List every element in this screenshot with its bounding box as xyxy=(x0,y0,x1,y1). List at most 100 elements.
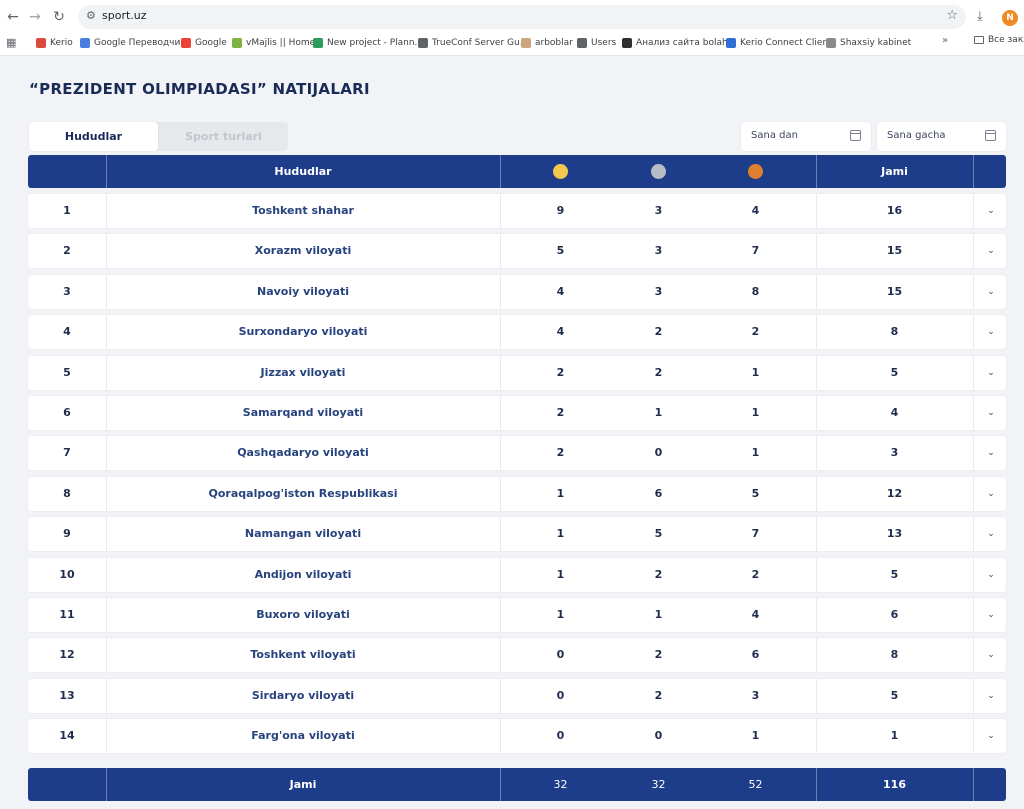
back-icon[interactable]: ← xyxy=(7,9,19,25)
row-divider xyxy=(816,598,817,632)
table-row[interactable]: 5 Jizzax viloyati 2 2 1 5 ⌄ xyxy=(28,356,1006,390)
chevron-down-icon[interactable]: ⌄ xyxy=(987,529,995,539)
table-row[interactable]: 14 Farg'ona viloyati 0 0 1 1 ⌄ xyxy=(28,719,1006,753)
bookmark-label: vMajlis || Home xyxy=(246,38,316,48)
date-from-placeholder: Sana dan xyxy=(751,130,798,141)
bookmark-favicon-icon xyxy=(521,38,531,48)
bronze-count-cell: 2 xyxy=(751,568,760,581)
apps-grid-icon[interactable]: ▦ xyxy=(6,36,17,49)
chevron-down-icon[interactable]: ⌄ xyxy=(987,287,995,297)
header-total[interactable]: Jami xyxy=(881,165,908,178)
row-divider xyxy=(816,315,817,349)
omnibox[interactable]: ⚙ sport.uz ☆ xyxy=(78,5,966,29)
bookmark-item[interactable]: Kerio Connect Client xyxy=(726,35,832,51)
table-row[interactable]: 9 Namangan viloyati 1 5 7 13 ⌄ xyxy=(28,517,1006,551)
bookmark-item[interactable]: Анализ сайта bolah... xyxy=(622,35,736,51)
header-divider xyxy=(973,155,974,188)
table-row[interactable]: 1 Toshkent shahar 9 3 4 16 ⌄ xyxy=(28,194,1006,228)
chevron-down-icon[interactable]: ⌄ xyxy=(987,691,995,701)
table-row[interactable]: 12 Toshkent viloyati 0 2 6 8 ⌄ xyxy=(28,638,1006,672)
silver-count-cell: 6 xyxy=(654,487,663,500)
bookmark-label: arboblar xyxy=(535,38,573,48)
footer-bronze-total: 52 xyxy=(748,778,763,791)
bronze-medal-icon[interactable] xyxy=(748,164,763,179)
bookmark-item[interactable]: Google xyxy=(181,35,227,51)
region-cell: Buxoro viloyati xyxy=(256,608,350,621)
total-count-cell: 4 xyxy=(890,406,899,419)
all-bookmarks-folder[interactable]: Все закл xyxy=(974,35,1024,45)
silver-medal-icon[interactable] xyxy=(651,164,666,179)
chevron-down-icon[interactable]: ⌄ xyxy=(987,731,995,741)
date-to-field[interactable]: Sana gacha xyxy=(877,122,1006,151)
profile-avatar[interactable]: N xyxy=(1002,10,1018,26)
row-divider xyxy=(973,638,974,672)
footer-silver-total: 32 xyxy=(651,778,666,791)
bookmark-item[interactable]: Kerio xyxy=(36,35,73,51)
browser-chrome: ← → ↻ ⚙ sport.uz ☆ ⤓ N ▦ Kerio Google Пер… xyxy=(0,0,1024,56)
bookmark-star-icon[interactable]: ☆ xyxy=(946,8,958,23)
bookmark-item[interactable]: arboblar xyxy=(521,35,573,51)
bronze-count-cell: 4 xyxy=(751,204,760,217)
gold-count-cell: 2 xyxy=(556,446,565,459)
gold-medal-icon[interactable] xyxy=(553,164,568,179)
calendar-icon[interactable] xyxy=(985,130,996,141)
date-from-field[interactable]: Sana dan xyxy=(741,122,871,151)
table-row[interactable]: 7 Qashqadaryo viloyati 2 0 1 3 ⌄ xyxy=(28,436,1006,470)
table-row[interactable]: 3 Navoiy viloyati 4 3 8 15 ⌄ xyxy=(28,275,1006,309)
forward-icon[interactable]: → xyxy=(29,9,41,25)
tab-sport-turlari[interactable]: Sport turlari xyxy=(185,130,262,143)
row-divider xyxy=(973,194,974,228)
bronze-count-cell: 1 xyxy=(751,406,760,419)
chevron-down-icon[interactable]: ⌄ xyxy=(987,368,995,378)
download-icon[interactable]: ⤓ xyxy=(977,9,983,24)
table-row[interactable]: 10 Andijon viloyati 1 2 2 5 ⌄ xyxy=(28,558,1006,592)
reload-icon[interactable]: ↻ xyxy=(53,9,65,25)
bookmark-item[interactable]: TrueConf Server Gu... xyxy=(418,35,528,51)
chevron-down-icon[interactable]: ⌄ xyxy=(987,327,995,337)
chevron-down-icon[interactable]: ⌄ xyxy=(987,448,995,458)
bronze-count-cell: 5 xyxy=(751,487,760,500)
site-settings-icon[interactable]: ⚙ xyxy=(86,9,96,22)
bookmark-item[interactable]: Shaxsiy kabinet xyxy=(826,35,911,51)
bookmark-item[interactable]: vMajlis || Home xyxy=(232,35,315,51)
silver-count-cell: 2 xyxy=(654,325,663,338)
bookmark-item[interactable]: Google Переводчик xyxy=(80,35,186,51)
calendar-icon[interactable] xyxy=(850,130,861,141)
gold-count-cell: 5 xyxy=(556,244,565,257)
bookmarks-more-button[interactable]: » xyxy=(942,35,949,46)
table-row[interactable]: 13 Sirdaryo viloyati 0 2 3 5 ⌄ xyxy=(28,679,1006,713)
silver-count-cell: 1 xyxy=(654,608,663,621)
row-divider xyxy=(500,679,501,713)
chevron-down-icon[interactable]: ⌄ xyxy=(987,570,995,580)
chevron-down-icon[interactable]: ⌄ xyxy=(987,489,995,499)
row-divider xyxy=(973,558,974,592)
tab-hududlar[interactable]: Hududlar xyxy=(29,122,158,151)
url-text[interactable]: sport.uz xyxy=(102,9,147,22)
page-title: “PREZIDENT OLIMPIADASI” NATIJALARI xyxy=(29,80,370,98)
bookmark-item[interactable]: Users xyxy=(577,35,616,51)
chevron-down-icon[interactable]: ⌄ xyxy=(987,246,995,256)
bookmark-item[interactable]: New project - Plann... xyxy=(313,35,423,51)
chevron-down-icon[interactable]: ⌄ xyxy=(987,610,995,620)
row-divider xyxy=(816,719,817,753)
row-divider xyxy=(816,679,817,713)
bronze-count-cell: 4 xyxy=(751,608,760,621)
table-row[interactable]: 11 Buxoro viloyati 1 1 4 6 ⌄ xyxy=(28,598,1006,632)
row-divider xyxy=(500,517,501,551)
table-row[interactable]: 6 Samarqand viloyati 2 1 1 4 ⌄ xyxy=(28,396,1006,430)
bronze-count-cell: 1 xyxy=(751,729,760,742)
chevron-down-icon[interactable]: ⌄ xyxy=(987,206,995,216)
region-cell: Qashqadaryo viloyati xyxy=(237,446,369,459)
chevron-down-icon[interactable]: ⌄ xyxy=(987,408,995,418)
row-divider xyxy=(106,194,107,228)
header-region[interactable]: Hududlar xyxy=(274,165,332,178)
table-row[interactable]: 8 Qoraqalpog'iston Respublikasi 1 6 5 12 ⌄ xyxy=(28,477,1006,511)
table-row[interactable]: 4 Surxondaryo viloyati 4 2 2 8 ⌄ xyxy=(28,315,1006,349)
table-row[interactable]: 2 Xorazm viloyati 5 3 7 15 ⌄ xyxy=(28,234,1006,268)
footer-divider xyxy=(106,768,107,801)
rank-cell: 5 xyxy=(63,366,71,379)
row-divider xyxy=(973,679,974,713)
chevron-down-icon[interactable]: ⌄ xyxy=(987,650,995,660)
row-divider xyxy=(106,234,107,268)
footer-divider xyxy=(500,768,501,801)
